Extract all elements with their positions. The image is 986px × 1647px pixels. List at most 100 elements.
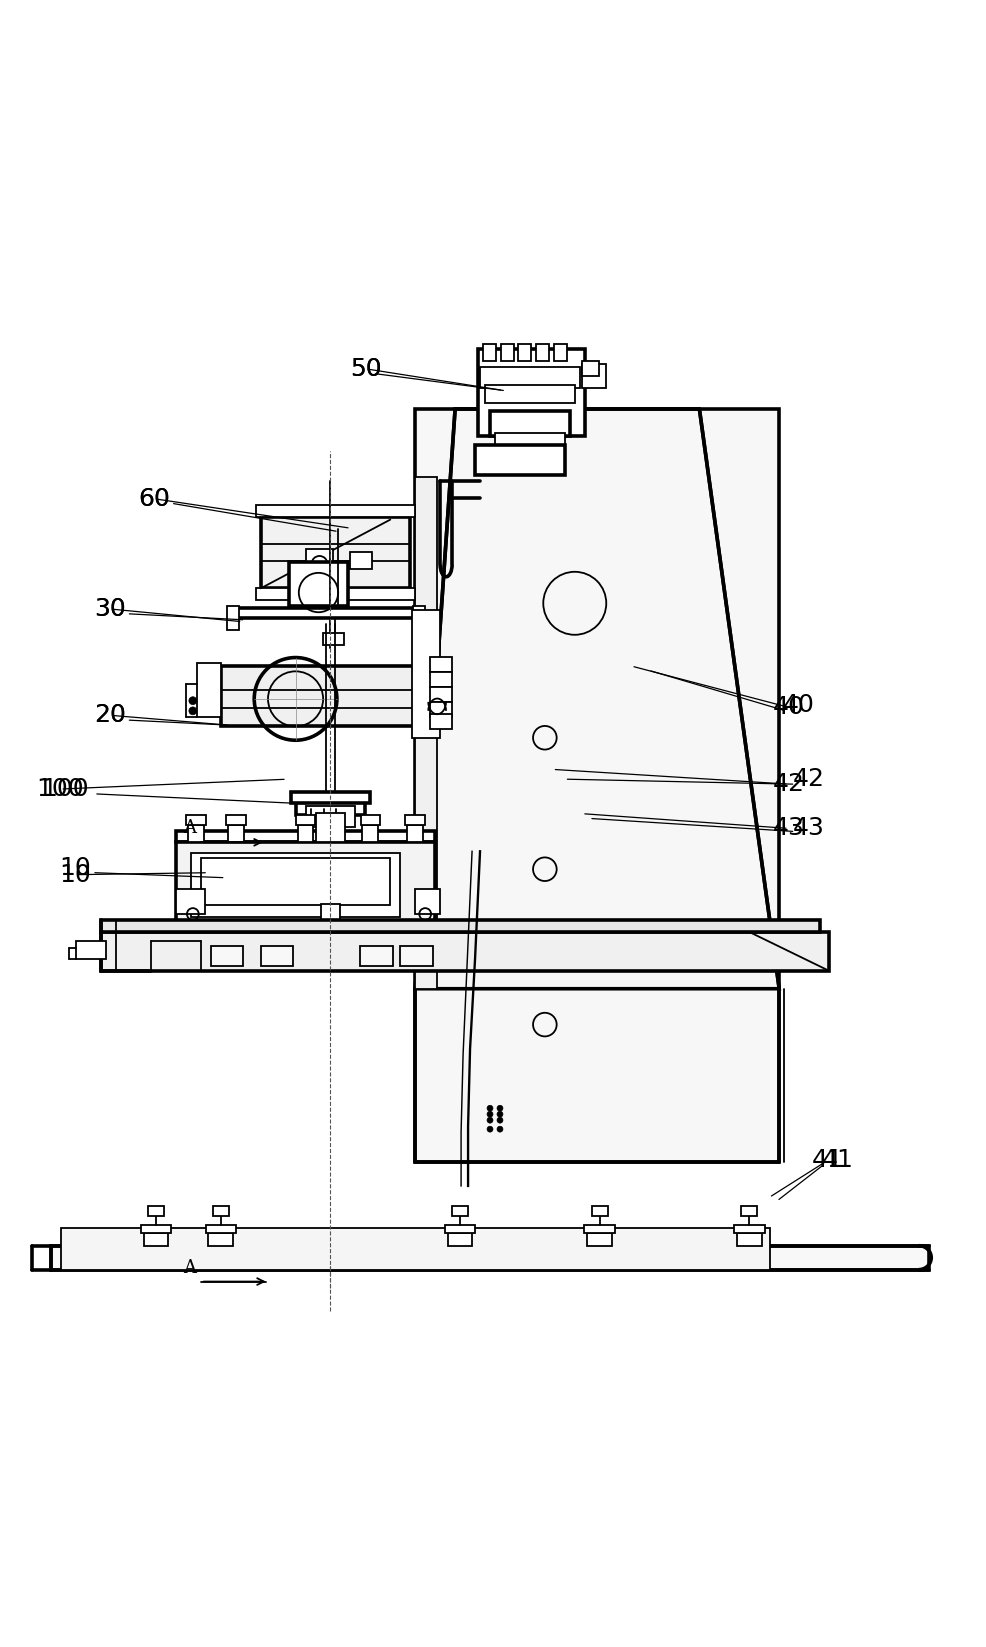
Bar <box>740 1206 756 1215</box>
Bar <box>176 889 205 914</box>
Bar <box>415 889 440 914</box>
Text: 50: 50 <box>349 357 381 380</box>
Bar <box>474 445 564 474</box>
Bar <box>101 932 828 970</box>
Bar <box>495 445 564 463</box>
Bar <box>350 552 372 570</box>
Bar <box>430 687 452 702</box>
Circle shape <box>486 1117 492 1123</box>
Bar <box>205 1225 236 1234</box>
Bar <box>298 825 314 842</box>
Bar <box>148 1206 164 1215</box>
Bar <box>185 815 205 825</box>
Text: 100: 100 <box>41 777 89 800</box>
Bar <box>322 924 338 944</box>
Bar <box>484 385 574 404</box>
Bar <box>296 797 365 815</box>
Text: 60: 60 <box>138 488 170 511</box>
Bar <box>187 825 203 842</box>
Bar <box>413 606 425 631</box>
Bar <box>479 367 579 389</box>
Bar <box>477 349 584 436</box>
Text: 20: 20 <box>94 703 125 728</box>
Bar <box>316 814 345 842</box>
Bar <box>306 805 355 827</box>
Bar <box>430 657 452 672</box>
Bar <box>584 1225 614 1234</box>
Text: 43: 43 <box>792 817 823 840</box>
Bar <box>415 478 437 988</box>
Bar <box>61 1227 769 1270</box>
Text: 60: 60 <box>138 488 170 511</box>
Bar <box>288 562 347 606</box>
Text: 43: 43 <box>772 817 804 840</box>
Bar <box>196 662 221 716</box>
Bar <box>360 945 392 965</box>
Bar <box>227 606 239 631</box>
Bar <box>587 1234 611 1245</box>
Bar <box>362 825 378 842</box>
Bar <box>213 1206 229 1215</box>
Bar <box>320 904 340 929</box>
Text: 10: 10 <box>59 856 91 879</box>
Bar <box>553 344 566 361</box>
Bar <box>400 945 432 965</box>
Bar <box>445 1225 475 1234</box>
Bar <box>482 344 495 361</box>
Bar <box>260 945 293 965</box>
Bar <box>226 815 246 825</box>
Bar <box>221 665 415 726</box>
Bar <box>430 702 452 716</box>
Bar <box>190 853 400 917</box>
Text: 100: 100 <box>36 777 84 800</box>
Bar <box>405 815 425 825</box>
Text: 42: 42 <box>792 768 823 791</box>
Circle shape <box>486 1112 492 1117</box>
Bar <box>208 1234 233 1245</box>
Text: 40: 40 <box>782 693 813 718</box>
Bar <box>228 825 244 842</box>
Circle shape <box>497 1105 503 1112</box>
Circle shape <box>188 707 196 715</box>
Text: 41: 41 <box>811 1148 843 1173</box>
Polygon shape <box>415 408 778 988</box>
Bar <box>430 672 452 687</box>
Circle shape <box>497 1117 503 1123</box>
Bar <box>430 715 452 728</box>
Bar <box>322 634 344 646</box>
Bar <box>255 588 415 600</box>
Bar <box>592 1206 607 1215</box>
Bar <box>448 1234 472 1245</box>
Text: 42: 42 <box>772 772 804 796</box>
Bar <box>211 945 243 965</box>
Bar <box>581 361 599 376</box>
Circle shape <box>497 1127 503 1131</box>
Bar <box>76 940 106 959</box>
Bar <box>144 1234 168 1245</box>
Bar <box>500 344 513 361</box>
Text: 10: 10 <box>59 863 91 886</box>
Text: 30: 30 <box>94 596 125 621</box>
Bar <box>306 548 332 570</box>
Bar <box>141 1225 171 1234</box>
Bar <box>489 412 569 436</box>
Bar <box>260 517 410 588</box>
Bar <box>415 408 778 1163</box>
Circle shape <box>486 1105 492 1112</box>
Bar <box>518 344 530 361</box>
Text: 20: 20 <box>94 703 125 728</box>
Bar <box>176 830 435 842</box>
Bar <box>734 1225 764 1234</box>
Circle shape <box>486 1127 492 1131</box>
Text: A: A <box>182 1258 195 1276</box>
Text: 30: 30 <box>94 596 125 621</box>
Bar <box>495 433 564 451</box>
Bar <box>360 815 380 825</box>
Bar <box>296 815 316 825</box>
Bar <box>737 1234 761 1245</box>
Bar <box>255 506 415 517</box>
Bar <box>200 858 389 906</box>
Text: 40: 40 <box>772 695 804 720</box>
Bar <box>452 1206 467 1215</box>
Bar <box>51 1245 928 1270</box>
